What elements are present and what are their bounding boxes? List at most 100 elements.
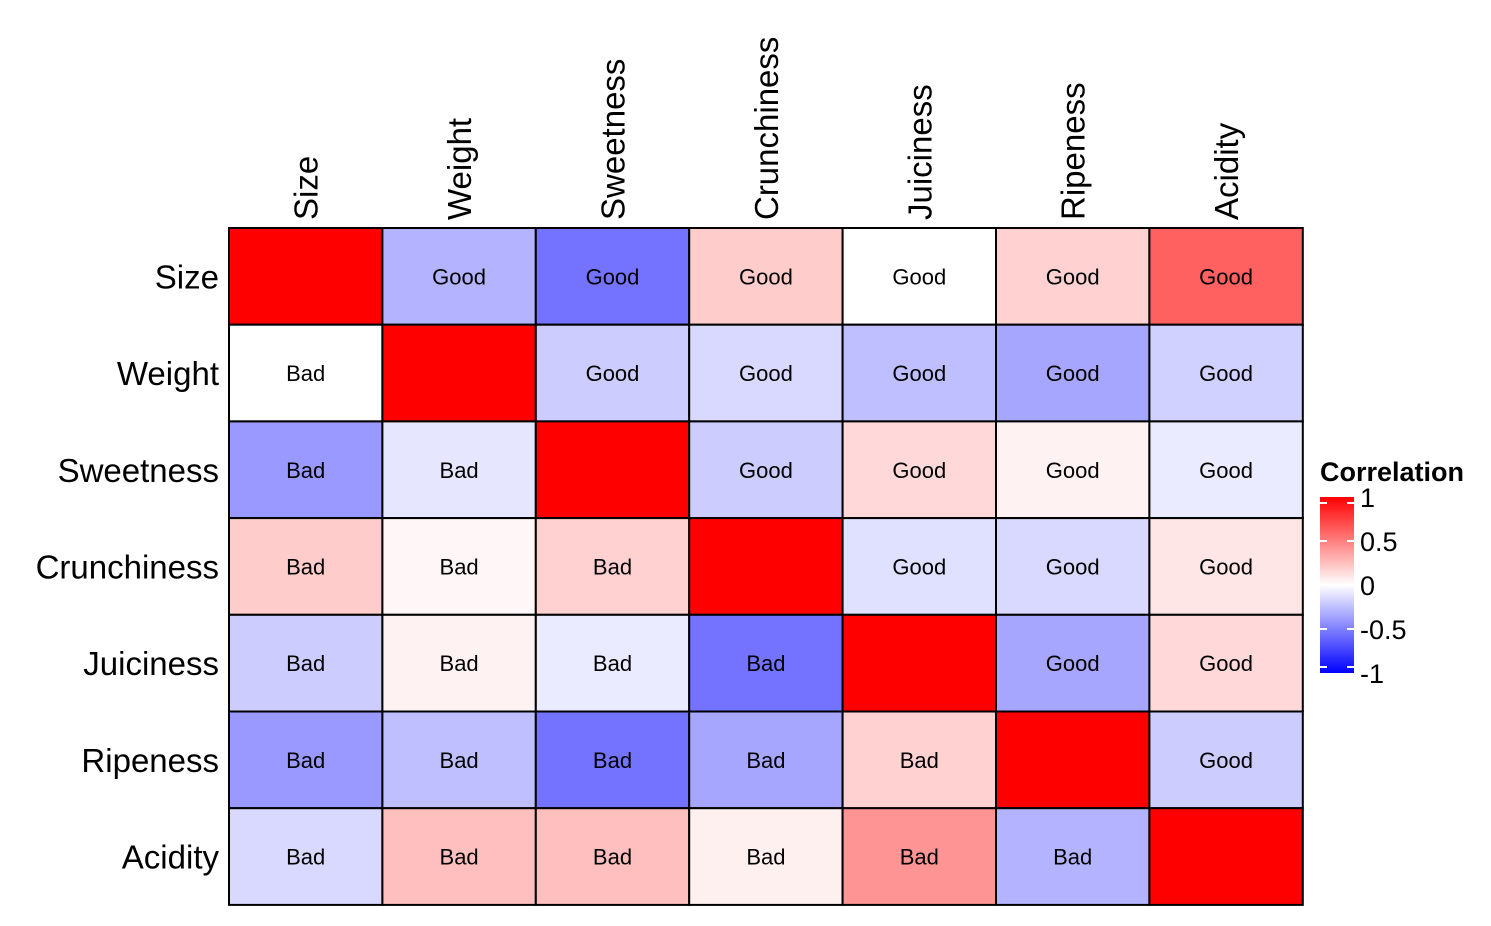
heatmap-cell [534, 227, 691, 326]
cell-label: Good [739, 264, 793, 289]
cell-label: Good [739, 361, 793, 386]
cells-layer [228, 227, 1304, 906]
row-label: Acidity [122, 839, 220, 876]
heatmap-cell [534, 420, 691, 520]
heatmap-cell [841, 517, 997, 616]
heatmap-cell [534, 517, 691, 616]
row-label: Size [155, 258, 219, 295]
cell-label: Good [1046, 554, 1100, 579]
column-label: Weight [441, 118, 478, 220]
cell-label: Bad [440, 651, 479, 676]
legend-title: Correlation [1320, 457, 1464, 487]
row-label: Juiciness [83, 645, 219, 682]
heatmap-cell [995, 420, 1151, 520]
heatmap-cell [228, 807, 384, 906]
cell-label: Bad [286, 361, 325, 386]
cell-label: Bad [440, 845, 479, 870]
cell-label: Good [432, 264, 486, 289]
cell-label: Bad [746, 748, 785, 773]
row-label: Sweetness [58, 452, 219, 489]
heatmap-cell [1148, 323, 1304, 423]
row-label: Crunchiness [36, 548, 219, 585]
heatmap-cell [228, 613, 384, 713]
heatmap-cell [688, 227, 844, 326]
heatmap-cell [1148, 420, 1304, 520]
cell-label: Good [1199, 554, 1253, 579]
heatmap-cell [841, 613, 997, 713]
cell-label: Good [1199, 651, 1253, 676]
cell-label: Bad [1053, 845, 1092, 870]
heatmap-cell [1148, 227, 1304, 326]
heatmap-cell [841, 323, 997, 423]
cell-label: Good [1199, 264, 1253, 289]
legend-tick-label: 1 [1360, 483, 1375, 513]
heatmap-cell [534, 613, 691, 713]
legend-tick-label: 0 [1360, 571, 1375, 601]
row-labels-layer: Size Weight Sweetness Crunchiness Juiciness R… [36, 258, 220, 875]
cell-label: Bad [593, 554, 632, 579]
column-label: Juiciness [901, 84, 938, 220]
cell-label: Good [1199, 361, 1253, 386]
legend-tick-label: -0.5 [1360, 615, 1407, 645]
heatmap-cell [1148, 613, 1304, 713]
heatmap-cell [534, 323, 691, 423]
heatmap-cell [534, 807, 691, 906]
cell-labels-layer: Good Good Good Good Good Good Bad Good Good Good G… [286, 264, 1253, 869]
heatmap-cell [1148, 517, 1304, 616]
cell-label: Bad [593, 748, 632, 773]
cell-label: Bad [746, 651, 785, 676]
heatmap-cell [995, 613, 1151, 713]
cell-label: Good [1046, 361, 1100, 386]
cell-label: Bad [440, 748, 479, 773]
legend-ticks: 1 0.5 0 -0.5 -1 [1320, 483, 1407, 689]
legend: Correlation 1 0.5 0 -0.5 -1 [1320, 457, 1464, 689]
cell-label: Good [892, 458, 946, 483]
cell-label: Bad [593, 845, 632, 870]
heatmap-cell [1148, 807, 1304, 906]
heatmap-cell [688, 613, 844, 713]
cell-label: Good [1046, 651, 1100, 676]
cell-label: Good [739, 458, 793, 483]
heatmap-cell [381, 323, 537, 423]
col-labels-layer: Size Weight Sweetness Crunchiness Juiciness R… [288, 37, 1245, 220]
cell-label: Bad [746, 845, 785, 870]
cell-label: Good [892, 361, 946, 386]
heatmap-cell [381, 517, 537, 616]
legend-tick-label: 0.5 [1360, 527, 1398, 557]
cell-label: Bad [440, 554, 479, 579]
heatmap-cell [841, 807, 997, 906]
heatmap-cell [841, 420, 997, 520]
cell-label: Good [1199, 458, 1253, 483]
cell-label: Good [1046, 458, 1100, 483]
heatmap-cell [1148, 710, 1304, 810]
cell-label: Bad [900, 845, 939, 870]
row-label: Ripeness [81, 742, 219, 779]
heatmap-cell [995, 517, 1151, 616]
heatmap-cell [995, 710, 1151, 810]
cell-label: Bad [286, 458, 325, 483]
cell-label: Good [1199, 748, 1253, 773]
row-label: Weight [117, 355, 219, 392]
cell-label: Bad [286, 748, 325, 773]
heatmap-cell [381, 227, 537, 326]
cell-label: Bad [286, 651, 325, 676]
column-label: Ripeness [1055, 82, 1092, 220]
cell-label: Good [586, 264, 640, 289]
heatmap-cell [381, 420, 537, 520]
heatmap-cell [381, 807, 537, 906]
cell-label: Bad [593, 651, 632, 676]
cell-label: Bad [440, 458, 479, 483]
heatmap-cell [688, 517, 844, 616]
cell-label: Bad [286, 845, 325, 870]
column-label: Crunchiness [748, 37, 785, 220]
column-label: Size [288, 156, 325, 220]
cell-label: Bad [900, 748, 939, 773]
heatmap-cell [995, 807, 1151, 906]
legend-tick-label: -1 [1360, 659, 1384, 689]
cell-label: Good [586, 361, 640, 386]
cell-label: Good [892, 554, 946, 579]
cell-label: Bad [286, 554, 325, 579]
heatmap-cell [688, 807, 844, 906]
heatmap-cell [228, 227, 384, 326]
